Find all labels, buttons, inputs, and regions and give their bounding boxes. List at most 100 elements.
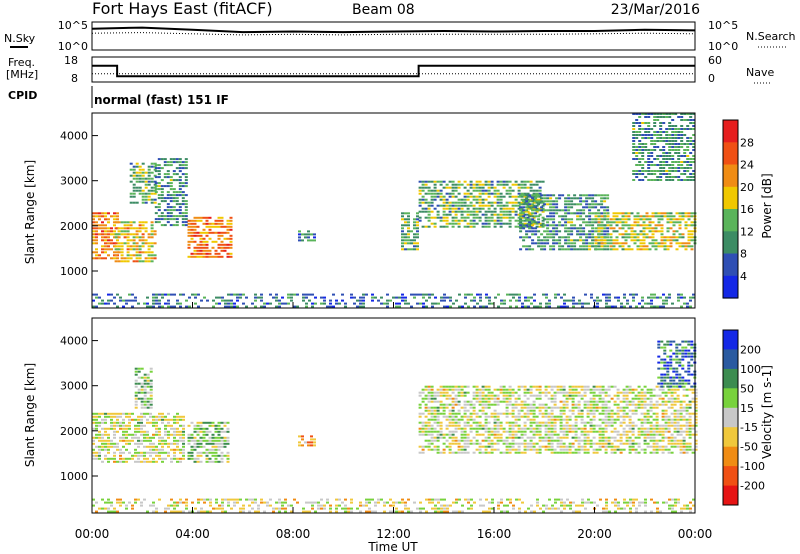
heatmap-cell — [604, 424, 608, 427]
heatmap-cell — [658, 385, 662, 388]
heatmap-cell — [113, 427, 116, 430]
heatmap-cell — [525, 206, 529, 209]
heatmap-cell — [660, 376, 664, 379]
heatmap-cell — [451, 225, 455, 228]
heatmap-cell — [567, 248, 571, 251]
heatmap-cell — [520, 451, 524, 454]
heatmap-cell — [660, 379, 664, 382]
heatmap-cell — [147, 254, 151, 257]
heatmap-cell — [692, 158, 696, 160]
heatmap-cell — [653, 170, 657, 172]
heatmap-cell — [220, 457, 224, 460]
heatmap-cell — [634, 388, 638, 391]
range-tick-label: 3000 — [60, 175, 88, 188]
heatmap-cell — [659, 164, 663, 166]
heatmap-cell — [229, 228, 233, 231]
heatmap-cell — [549, 248, 553, 251]
heatmap-cell — [217, 225, 221, 228]
heatmap-cell — [680, 155, 684, 157]
heatmap-cell — [678, 385, 682, 388]
heatmap-cell — [672, 367, 676, 370]
heatmap-cell — [502, 216, 506, 219]
heatmap-cell — [592, 409, 596, 412]
heatmap-cell — [163, 158, 167, 161]
heatmap-cell — [644, 128, 648, 130]
heatmap-cell — [638, 122, 642, 124]
heatmap-cell — [583, 439, 587, 442]
colorbar-swatch — [723, 142, 738, 166]
heatmap-cell — [647, 296, 650, 299]
heatmap-cell — [436, 195, 440, 198]
heatmap-cell — [146, 457, 149, 460]
heatmap-cell — [517, 418, 521, 421]
heatmap-cell — [439, 412, 443, 415]
heatmap-cell — [667, 427, 671, 430]
heatmap-cell — [490, 210, 494, 213]
heatmap-cell — [621, 236, 625, 239]
heatmap-cell — [153, 233, 157, 236]
heatmap-cell — [169, 164, 173, 167]
heatmap-cell — [141, 162, 145, 165]
heatmap-cell — [537, 215, 541, 218]
heatmap-cell — [607, 409, 611, 412]
heatmap-cell — [107, 415, 110, 418]
heatmap-cell — [570, 212, 574, 215]
heatmap-cell — [686, 161, 690, 163]
heatmap-cell — [275, 296, 278, 299]
heatmap-cell — [132, 177, 136, 180]
heatmap-cell — [217, 445, 221, 448]
heatmap-cell — [619, 421, 623, 424]
heatmap-cell — [531, 218, 535, 221]
heatmap-cell — [621, 221, 625, 224]
heatmap-cell — [113, 442, 116, 445]
heatmap-cell — [589, 427, 593, 430]
heatmap-cell — [597, 218, 601, 221]
heatmap-cell — [485, 305, 488, 308]
heatmap-cell — [688, 406, 692, 409]
heatmap-cell — [155, 418, 158, 421]
heatmap-cell — [676, 421, 680, 424]
heatmap-cell — [430, 391, 434, 394]
heatmap-cell — [633, 233, 637, 236]
heatmap-cell — [107, 460, 110, 463]
heatmap-cell — [386, 305, 389, 308]
heatmap-cell — [496, 433, 500, 436]
heatmap-cell — [226, 225, 230, 228]
heatmap-cell — [564, 218, 568, 221]
heatmap-cell — [454, 204, 458, 207]
heatmap-cell — [544, 421, 548, 424]
heatmap-cell — [430, 222, 434, 225]
heatmap-cell — [682, 409, 686, 412]
heatmap-cell — [416, 248, 419, 251]
heatmap-cell — [692, 293, 695, 296]
heatmap-cell — [421, 198, 425, 201]
heatmap-cell — [117, 260, 121, 263]
heatmap-cell — [529, 403, 533, 406]
heatmap-cell — [676, 430, 680, 433]
heatmap-cell — [684, 245, 688, 248]
heatmap-cell — [526, 222, 530, 225]
heatmap-cell — [583, 424, 587, 427]
heatmap-cell — [622, 421, 626, 424]
heatmap-cell — [140, 376, 144, 379]
heatmap-cell — [436, 424, 440, 427]
heatmap-cell — [505, 180, 509, 183]
heatmap-cell — [392, 296, 395, 299]
heatmap-cell — [418, 219, 422, 222]
heatmap-cell — [525, 230, 529, 233]
heatmap-cell — [661, 433, 665, 436]
heatmap-cell — [655, 430, 659, 433]
heatmap-cell — [117, 248, 121, 251]
heatmap-cell — [404, 242, 407, 245]
heatmap-cell — [493, 430, 497, 433]
heatmap-cell — [508, 225, 512, 228]
heatmap-cell — [567, 245, 571, 248]
heatmap-cell — [430, 409, 434, 412]
heatmap-cell — [499, 216, 503, 219]
heatmap-cell — [166, 173, 170, 176]
heatmap-cell — [116, 212, 119, 215]
heatmap-cell — [540, 245, 544, 248]
heatmap-cell — [685, 406, 689, 409]
heatmap-cell — [92, 305, 95, 308]
heatmap-cell — [633, 218, 637, 221]
